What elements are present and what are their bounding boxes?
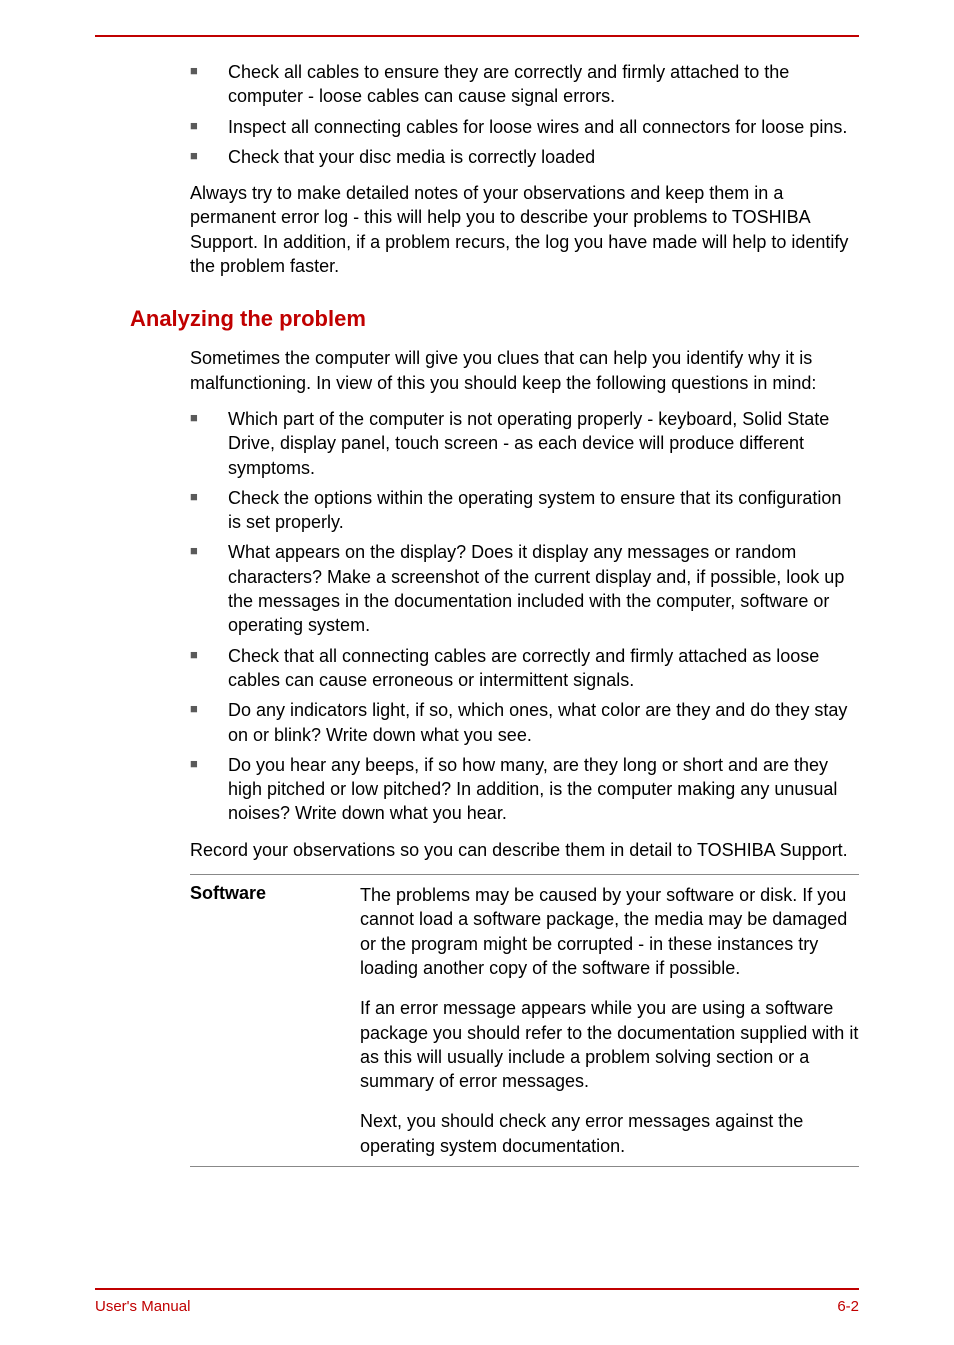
paragraph: Sometimes the computer will give you clu… [190, 346, 859, 395]
bullet-square-icon: ■ [190, 115, 228, 133]
table-paragraph: Next, you should check any error message… [360, 1101, 859, 1166]
bullet-text: Do you hear any beeps, if so how many, a… [228, 753, 859, 826]
paragraph: Record your observations so you can desc… [190, 838, 859, 862]
footer-left: User's Manual [95, 1298, 190, 1315]
table-paragraph: The problems may be caused by your softw… [360, 875, 859, 988]
bullet-text: Which part of the computer is not operat… [228, 407, 859, 480]
table-row: Software The problems may be caused by y… [190, 875, 859, 1166]
bullet-text: Check the options within the operating s… [228, 486, 859, 535]
list-item: ■ Check all cables to ensure they are co… [190, 60, 859, 109]
bullet-text: Check that all connecting cables are cor… [228, 644, 859, 693]
bullet-text: What appears on the display? Does it dis… [228, 540, 859, 637]
info-table: Software The problems may be caused by y… [190, 874, 859, 1167]
footer-rule [95, 1288, 859, 1290]
list-item: ■ Check that all connecting cables are c… [190, 644, 859, 693]
list-item: ■ What appears on the display? Does it d… [190, 540, 859, 637]
bullet-square-icon: ■ [190, 753, 228, 771]
list-item: ■ Check the options within the operating… [190, 486, 859, 535]
bullet-square-icon: ■ [190, 145, 228, 163]
page: ■ Check all cables to ensure they are co… [0, 0, 954, 1345]
bullet-square-icon: ■ [190, 60, 228, 78]
list-item: ■ Which part of the computer is not oper… [190, 407, 859, 480]
footer-page-number: 6-2 [837, 1298, 859, 1315]
paragraph: Always try to make detailed notes of you… [190, 181, 859, 278]
list-item: ■ Inspect all connecting cables for loos… [190, 115, 859, 139]
bullet-square-icon: ■ [190, 540, 228, 558]
table-label: Software [190, 875, 360, 1166]
top-rule [95, 35, 859, 37]
section-heading: Analyzing the problem [130, 306, 859, 332]
table-paragraph: If an error message appears while you ar… [360, 988, 859, 1101]
bullet-text: Do any indicators light, if so, which on… [228, 698, 859, 747]
bullet-square-icon: ■ [190, 644, 228, 662]
page-footer: User's Manual 6-2 [95, 1298, 859, 1315]
bullet-square-icon: ■ [190, 698, 228, 716]
list-item: ■ Do any indicators light, if so, which … [190, 698, 859, 747]
content-area: ■ Check all cables to ensure they are co… [190, 60, 859, 1167]
bullet-text: Check that your disc media is correctly … [228, 145, 859, 169]
table-body: The problems may be caused by your softw… [360, 875, 859, 1166]
bullet-text: Check all cables to ensure they are corr… [228, 60, 859, 109]
list-item: ■ Do you hear any beeps, if so how many,… [190, 753, 859, 826]
list-item: ■ Check that your disc media is correctl… [190, 145, 859, 169]
bullet-square-icon: ■ [190, 407, 228, 425]
table-rule [190, 1166, 859, 1167]
bullet-square-icon: ■ [190, 486, 228, 504]
bullet-text: Inspect all connecting cables for loose … [228, 115, 859, 139]
